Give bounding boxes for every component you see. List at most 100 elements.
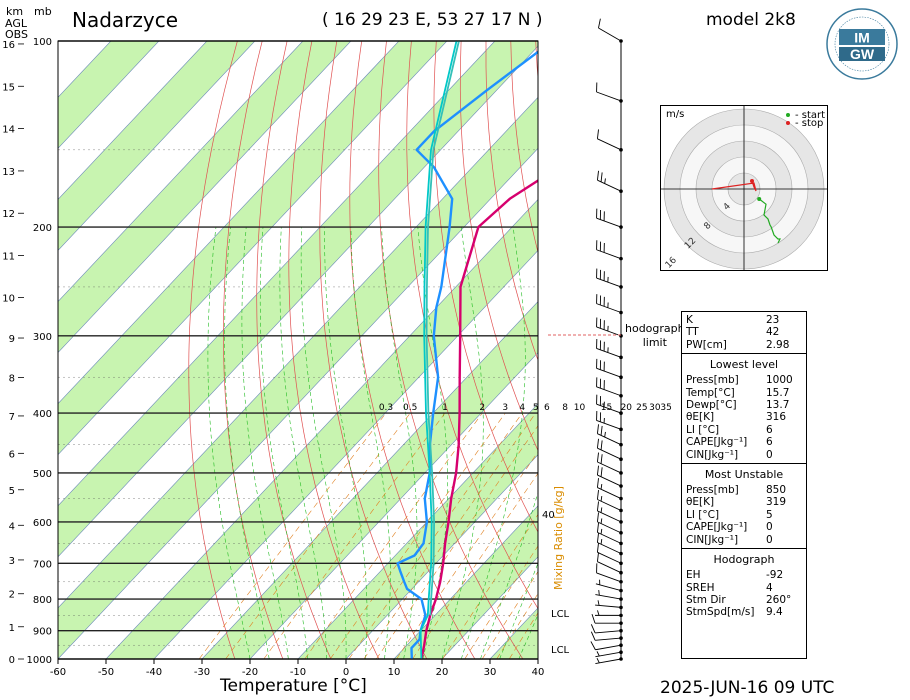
- valid-time: 2025-JUN-16 09 UTC: [660, 678, 835, 698]
- temperature-band: [394, 505, 538, 659]
- wind-level-dot: [619, 393, 623, 398]
- hodograph-limit-label: hodograph limit: [625, 322, 685, 349]
- barb-shaft: [597, 510, 622, 523]
- temperature-axis: -60 -50 -40 -30 -20 -10 0 10 20 30 40: [50, 659, 545, 678]
- barb-shaft: [595, 644, 622, 651]
- wind-barb: [596, 338, 622, 358]
- barb-shaft: [598, 27, 622, 42]
- wind-barb: [596, 294, 622, 313]
- indices-most-unstable: Most Unstable Press[mb] 850 θE[K] 319 LI […: [682, 464, 806, 550]
- dry-adiabat: [485, 41, 538, 362]
- hodograph-unit: m/s: [666, 109, 685, 120]
- wind-barb: [596, 82, 622, 102]
- barb-flag: [600, 172, 603, 182]
- isotherm: [58, 41, 496, 507]
- hodograph-ring-label: 4: [722, 201, 733, 212]
- parcel-lowest-profile: [419, 41, 458, 659]
- indices-hodograph: Hodograph EH -92 SREH 4 Stm Dir 260° StmSpd…: [682, 549, 806, 621]
- indices-panel: K 23 TT 42 PW[cm] 2.98 Lowest level Press[m…: [681, 311, 807, 659]
- wind-barb: [596, 478, 622, 499]
- mixing-ratio-label: 0.3: [379, 403, 393, 413]
- wind-barb: [590, 631, 622, 641]
- section-title: Lowest level: [709, 358, 779, 372]
- barb-shaft: [596, 367, 622, 378]
- height-tick-label: 9: [9, 334, 15, 345]
- isotherm: [58, 41, 352, 354]
- mixing-ratio-label: 8: [562, 403, 568, 413]
- wind-level-dot: [619, 442, 623, 447]
- wind-barb: [595, 579, 622, 592]
- wind-barb: [596, 377, 622, 397]
- wind-barb: [596, 533, 622, 554]
- dry-adiabat: [288, 41, 380, 659]
- temperature-tick-label: -40: [146, 667, 162, 678]
- index-row: K 23: [686, 314, 780, 326]
- wind-barb: [596, 490, 622, 511]
- station-name: Nadarzyce: [72, 8, 179, 32]
- isotherm: [58, 41, 448, 456]
- wind-barb: [596, 542, 622, 564]
- height-tick-label: 2: [9, 590, 15, 601]
- wind-barb: [596, 465, 622, 487]
- dewpoint-profile: [396, 50, 538, 659]
- temperature-profile: [420, 179, 538, 659]
- indices-general: K 23 TT 42 PW[cm] 2.98: [682, 312, 806, 355]
- barb-shaft: [596, 326, 622, 337]
- mb-unit-label: mb: [34, 5, 52, 18]
- dry-adiabat: [256, 41, 332, 659]
- barb-flag: [596, 512, 599, 522]
- barb-half-flag: [598, 590, 600, 596]
- section-title: Hodograph: [713, 553, 775, 567]
- mixing-ratio-label: 1: [442, 403, 448, 413]
- barb-half-flag: [600, 495, 603, 502]
- barb-shaft: [597, 433, 622, 446]
- barb-flag: [596, 490, 599, 500]
- barb-flag: [600, 440, 603, 450]
- height-tick-label: 11: [2, 252, 15, 263]
- height-tick-label: 13: [2, 167, 15, 178]
- barb-flag: [590, 624, 596, 634]
- height-tick-label: 10: [2, 293, 15, 304]
- parcel-most-unstable-profile: [425, 41, 460, 616]
- hodograph-ring-label: 8: [702, 221, 713, 232]
- wind-barb: [598, 18, 622, 42]
- dry-adiabat: [188, 41, 238, 659]
- height-tick-label: 16: [2, 40, 15, 51]
- isotherm: [201, 301, 538, 659]
- lcl-label-upper: LCL: [551, 609, 570, 620]
- barb-flag: [596, 170, 599, 181]
- dry-adiabat: [406, 41, 538, 610]
- index-row: TT 42: [686, 326, 780, 339]
- barb-flag: [596, 501, 599, 511]
- barb-half-flag: [597, 600, 600, 606]
- wind-barb: [591, 614, 621, 624]
- barb-shaft: [595, 594, 622, 600]
- height-tick-label: 5: [9, 486, 15, 497]
- legend-stop: - stop: [795, 118, 824, 129]
- isotherm: [58, 41, 208, 200]
- barb-shaft: [596, 348, 622, 358]
- barb-shaft: [597, 551, 622, 564]
- mixing-ratio-label: 20: [621, 403, 633, 413]
- barb-half-flag: [596, 657, 600, 664]
- wind-level-dot: [619, 285, 623, 289]
- dry-adiabat: [459, 41, 538, 452]
- legend-stop-marker: [786, 121, 790, 125]
- temperature-tick-label: 40: [532, 667, 545, 678]
- wind-barb: [595, 600, 622, 608]
- wind-barb: [596, 501, 622, 523]
- barb-shaft: [596, 217, 622, 228]
- barb-shaft: [595, 651, 622, 658]
- temperature-tick-label: 30: [484, 667, 497, 678]
- dry-adiabat: [859, 41, 910, 672]
- barb-half-flag: [596, 651, 600, 657]
- isotherm: [58, 41, 400, 405]
- pressure-tick-label: 600: [33, 518, 52, 529]
- barb-half-flag: [600, 507, 603, 513]
- indices-lowest-level: Lowest level Press[mb] 1000 Temp[°C] 15.7 …: [682, 354, 806, 465]
- barb-shaft: [595, 658, 622, 664]
- pressure-tick-label: 100: [33, 37, 52, 48]
- mixing-ratio-label: 35: [660, 403, 671, 413]
